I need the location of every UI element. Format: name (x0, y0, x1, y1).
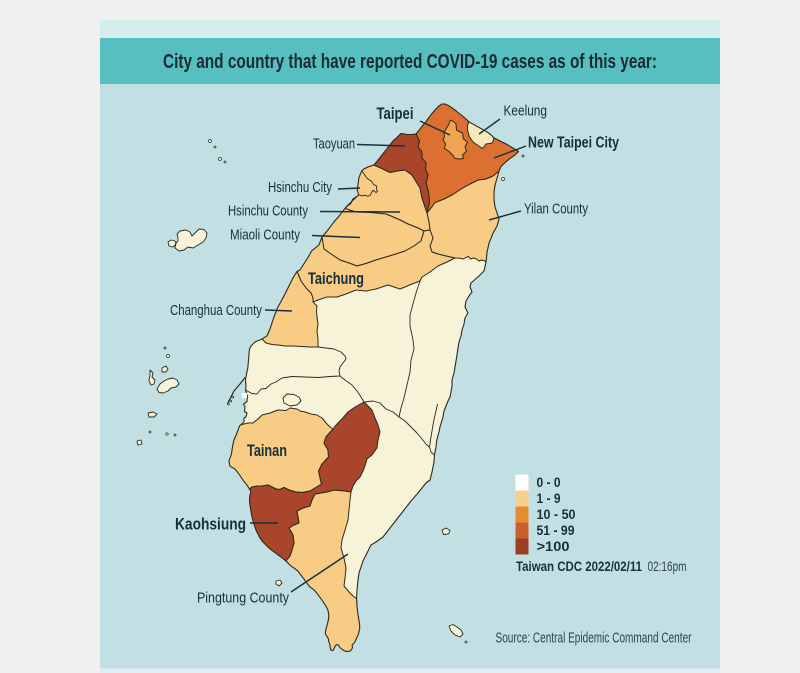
svg-text:Taoyuan: Taoyuan (313, 136, 355, 153)
svg-text:Taiwan CDC 2022/02/11: Taiwan CDC 2022/02/11 (516, 558, 642, 574)
svg-text:Changhua County: Changhua County (170, 302, 262, 319)
svg-text:Miaoli County: Miaoli County (230, 227, 300, 244)
svg-text:Hsinchu City: Hsinchu City (268, 179, 332, 196)
svg-text:Tainan: Tainan (247, 442, 287, 460)
svg-text:>100: >100 (537, 539, 570, 554)
svg-text:City and country that have rep: City and country that have reported COVI… (163, 51, 657, 73)
svg-text:1 - 9: 1 - 9 (537, 491, 561, 506)
svg-text:10 - 50: 10 - 50 (537, 507, 576, 522)
svg-text:Kaohsiung: Kaohsiung (175, 516, 246, 534)
svg-text:Pingtung County: Pingtung County (197, 590, 289, 607)
svg-text:Yilan County: Yilan County (524, 201, 588, 218)
svg-text:02:16pm: 02:16pm (648, 559, 687, 574)
svg-text:New Taipei City: New Taipei City (528, 135, 619, 152)
svg-text:0 - 0: 0 - 0 (537, 475, 561, 490)
svg-text:Taipei: Taipei (377, 105, 414, 123)
svg-text:51 - 99: 51 - 99 (537, 523, 575, 538)
svg-text:Taichung: Taichung (308, 270, 364, 288)
svg-text:Keelung: Keelung (504, 103, 548, 120)
svg-text:Source: Central Epidemic Comma: Source: Central Epidemic Command Center (496, 631, 692, 647)
svg-text:Hsinchu County: Hsinchu County (228, 203, 308, 220)
